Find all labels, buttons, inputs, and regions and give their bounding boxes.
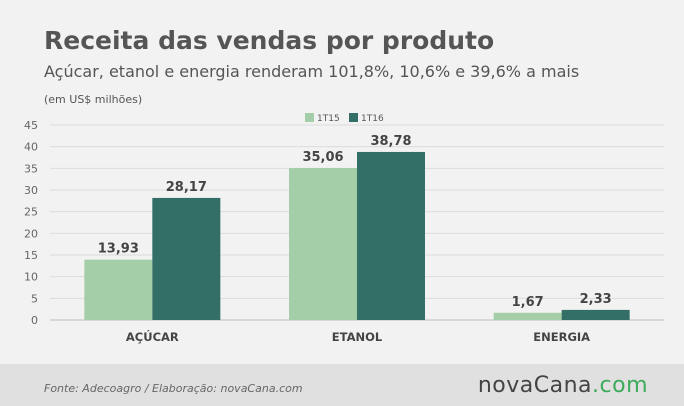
unit-note: (em US$ milhões) xyxy=(44,93,143,106)
bar-chart: 0 5 10 15 20 25 30 35 40 45 13,93 28,17 AÇÚCAR 35,06 3… xyxy=(24,113,664,344)
x-category-label: ETANOL xyxy=(332,330,383,344)
data-label: 28,17 xyxy=(166,180,207,195)
x-category-label: AÇÚCAR xyxy=(126,329,179,344)
y-tick-label: 25 xyxy=(24,206,38,219)
brand-suffix: .com xyxy=(592,373,648,398)
legend-label: 1T15 xyxy=(317,114,340,124)
bar-1t15-1 xyxy=(289,168,357,320)
brand-logo[interactable]: novaCana.com xyxy=(478,373,648,398)
data-label: 38,78 xyxy=(370,134,411,149)
y-tick-label: 35 xyxy=(24,162,38,175)
y-tick-label: 20 xyxy=(24,227,38,240)
y-tick-label: 0 xyxy=(31,314,38,327)
data-label: 1,67 xyxy=(512,295,544,310)
bar-1t15-2 xyxy=(493,312,562,320)
bar-1t16-0 xyxy=(152,197,221,320)
x-category-label: ENERGIA xyxy=(533,330,590,344)
y-tick-label: 5 xyxy=(31,292,38,305)
footer-bar: Fonte: Adecoagro / Elaboração: novaCana.… xyxy=(0,364,684,406)
legend-swatch-1t16 xyxy=(349,113,358,122)
legend-label: 1T16 xyxy=(361,114,384,124)
brand-name: novaCana xyxy=(477,373,593,398)
y-tick-label: 45 xyxy=(24,119,38,132)
bar-1t15-0 xyxy=(84,259,153,320)
y-tick-label: 10 xyxy=(24,271,38,284)
y-tick-label: 40 xyxy=(24,141,38,154)
bar-1t16-2 xyxy=(561,309,630,320)
data-label: 2,33 xyxy=(580,292,612,307)
source-note: Fonte: Adecoagro / Elaboração: novaCana.… xyxy=(44,382,303,395)
y-tick-label: 30 xyxy=(24,184,38,197)
data-label: 35,06 xyxy=(302,150,343,165)
bar-1t16-1 xyxy=(357,151,425,320)
data-label: 13,93 xyxy=(98,242,139,257)
chart-title: Receita das vendas por produto xyxy=(44,26,495,55)
y-tick-label: 15 xyxy=(24,249,38,262)
chart-subtitle: Açúcar, etanol e energia renderam 101,8%… xyxy=(44,62,580,81)
legend-swatch-1t15 xyxy=(305,113,314,122)
